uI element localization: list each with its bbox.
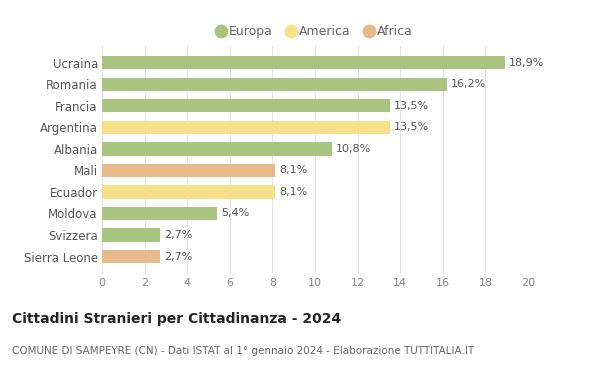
- Legend: Europa, America, Africa: Europa, America, Africa: [212, 20, 418, 43]
- Text: 13,5%: 13,5%: [394, 122, 429, 132]
- Text: 5,4%: 5,4%: [221, 209, 250, 218]
- Text: 2,7%: 2,7%: [164, 230, 192, 240]
- Bar: [102, 228, 160, 242]
- Bar: [102, 164, 275, 177]
- Bar: [102, 56, 505, 69]
- Bar: [102, 250, 160, 263]
- Text: 13,5%: 13,5%: [394, 101, 429, 111]
- Text: Cittadini Stranieri per Cittadinanza - 2024: Cittadini Stranieri per Cittadinanza - 2…: [12, 312, 341, 326]
- Text: 8,1%: 8,1%: [279, 165, 307, 176]
- Bar: [102, 120, 389, 134]
- Text: 18,9%: 18,9%: [509, 58, 544, 68]
- Text: 8,1%: 8,1%: [279, 187, 307, 197]
- Bar: [102, 99, 389, 112]
- Text: 2,7%: 2,7%: [164, 252, 192, 261]
- Bar: [102, 78, 447, 91]
- Bar: [102, 185, 275, 199]
- Text: COMUNE DI SAMPEYRE (CN) - Dati ISTAT al 1° gennaio 2024 - Elaborazione TUTTITALI: COMUNE DI SAMPEYRE (CN) - Dati ISTAT al …: [12, 346, 474, 356]
- Bar: [102, 142, 332, 155]
- Text: 10,8%: 10,8%: [337, 144, 371, 154]
- Bar: [102, 207, 217, 220]
- Text: 16,2%: 16,2%: [451, 79, 487, 89]
